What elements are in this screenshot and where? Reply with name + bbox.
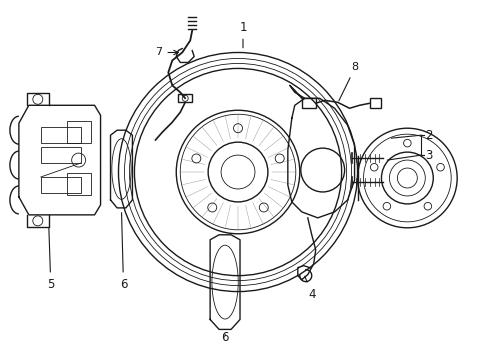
Text: 8: 8 (338, 62, 358, 101)
Text: 6: 6 (221, 331, 228, 345)
Text: 5: 5 (47, 228, 54, 291)
Text: 4: 4 (304, 276, 315, 301)
Text: 1: 1 (239, 21, 246, 48)
Text: 7: 7 (155, 48, 178, 58)
Text: 6: 6 (120, 213, 127, 291)
Text: 2: 2 (425, 129, 432, 142)
Text: 3: 3 (425, 149, 432, 162)
